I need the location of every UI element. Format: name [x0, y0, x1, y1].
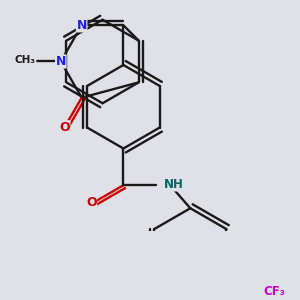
Text: N: N: [56, 55, 66, 68]
Text: N: N: [76, 19, 87, 32]
Text: NH: NH: [164, 178, 184, 191]
Text: O: O: [86, 196, 97, 209]
Text: CF₃: CF₃: [263, 285, 285, 298]
Text: CH₃: CH₃: [15, 55, 36, 65]
Text: O: O: [59, 121, 70, 134]
